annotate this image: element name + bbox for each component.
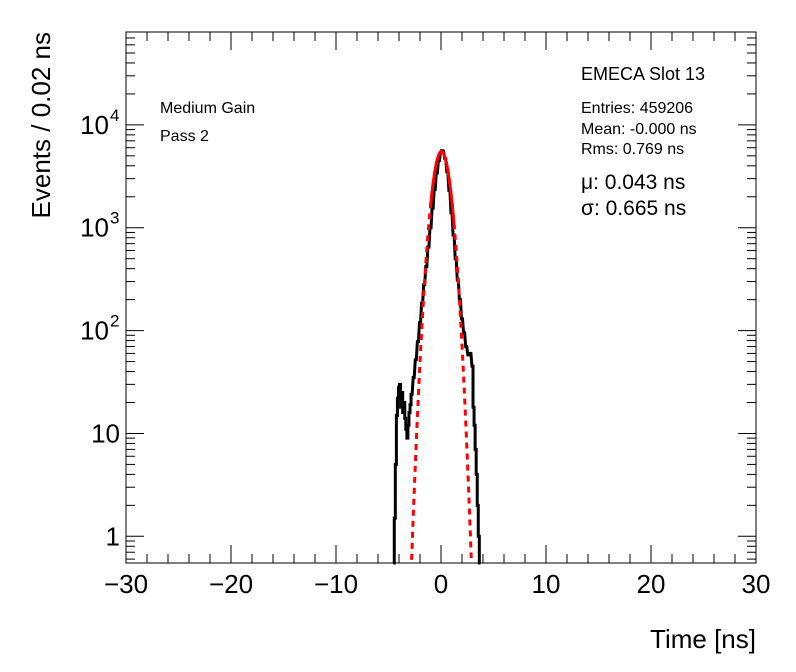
y-axis-label: Events / 0.02 ns — [26, 32, 56, 218]
y-tick-label: 1 — [106, 521, 120, 551]
annotation-medium-gain: Medium Gain — [160, 100, 255, 117]
y-tick-label-exponent: 3 — [110, 209, 119, 228]
y-tick-label: 10 — [91, 418, 120, 448]
y-tick-label: 10 — [80, 213, 109, 243]
x-tick-label: 10 — [532, 569, 561, 599]
annotation-rms: Rms: 0.769 ns — [581, 141, 684, 158]
histogram-line — [392, 149, 481, 565]
x-tick-label: 0 — [434, 569, 448, 599]
x-axis-label: Time [ns] — [650, 624, 756, 654]
annotation-sigma: σ: 0.665 ns — [581, 197, 686, 220]
annotation-mu: μ: 0.043 ns — [581, 171, 685, 194]
y-tick-label: 10 — [80, 110, 109, 140]
y-tick-label-exponent: 4 — [110, 106, 119, 125]
x-tick-label: 30 — [742, 569, 771, 599]
series-layer — [392, 149, 481, 565]
annotation-pass: Pass 2 — [160, 128, 209, 145]
x-tick-label: −10 — [314, 569, 358, 599]
y-tick-label-exponent: 2 — [110, 312, 119, 331]
annotation-entries: Entries: 459206 — [581, 100, 693, 117]
ticks-layer — [125, 31, 757, 563]
x-tick-label: 20 — [637, 569, 666, 599]
x-tick-label: −20 — [209, 569, 253, 599]
x-tick-label: −30 — [104, 569, 148, 599]
y-tick-label: 10 — [80, 316, 109, 346]
gaussian-fit-solid — [429, 150, 456, 229]
annotation-mean: Mean: -0.000 ns — [581, 121, 697, 138]
annotation-title: EMECA Slot 13 — [581, 64, 705, 84]
plot-frame — [125, 31, 757, 564]
